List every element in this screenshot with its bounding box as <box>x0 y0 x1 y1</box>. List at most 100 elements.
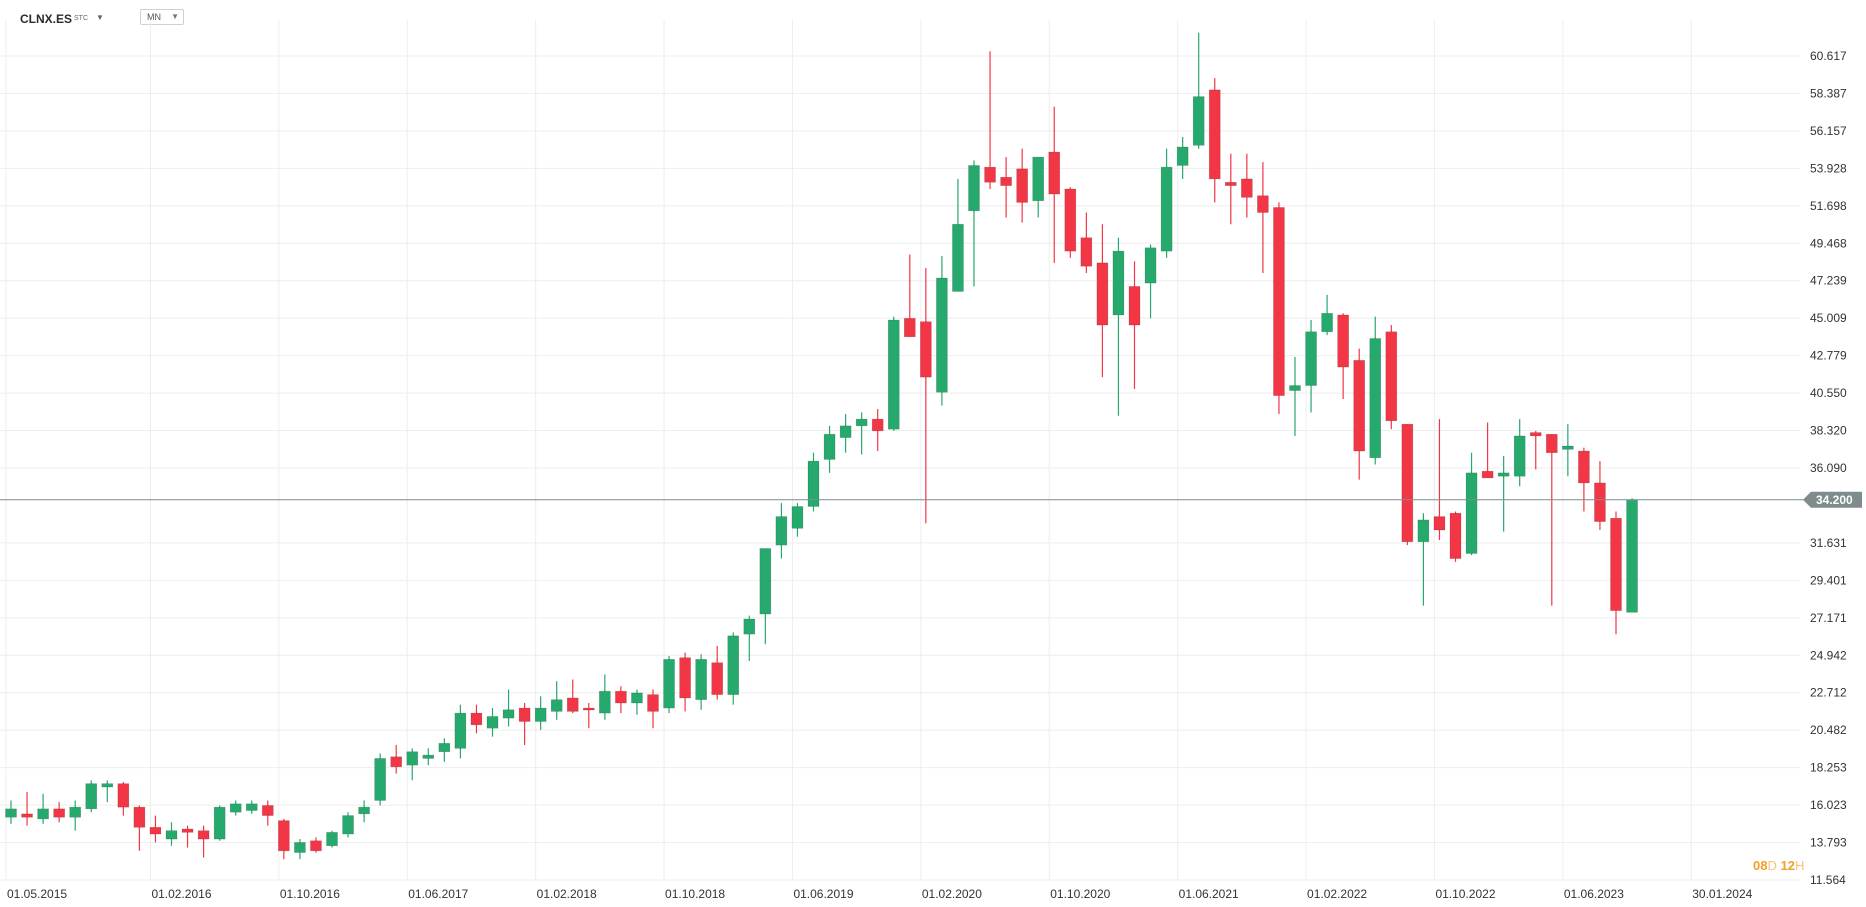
candle-up[interactable] <box>1144 244 1157 319</box>
candle-down[interactable] <box>149 815 162 843</box>
candle-up[interactable] <box>1305 320 1317 413</box>
candle-up[interactable] <box>1289 356 1301 436</box>
candle-up[interactable] <box>1192 32 1205 149</box>
candle-up[interactable] <box>1465 452 1478 556</box>
candle-up[interactable] <box>1626 498 1638 613</box>
symbol-label[interactable]: CLNX.ES <box>20 12 73 26</box>
candle-up[interactable] <box>502 689 515 727</box>
symbol-chevron-down-icon[interactable]: ▼ <box>96 13 104 22</box>
candle-down[interactable] <box>1481 422 1494 479</box>
candle-down[interactable] <box>1433 419 1446 541</box>
candle-down[interactable] <box>1208 78 1221 203</box>
candle-down[interactable] <box>1225 153 1237 225</box>
candle-down[interactable] <box>582 703 595 729</box>
candle-up[interactable] <box>1112 237 1125 416</box>
candle-up[interactable] <box>1497 456 1510 532</box>
candle-down[interactable] <box>53 802 65 823</box>
candle-down[interactable] <box>1578 447 1590 512</box>
candle-down[interactable] <box>920 267 932 524</box>
candle-up[interactable] <box>952 178 964 292</box>
candle-up[interactable] <box>936 256 948 406</box>
candle-down[interactable] <box>1610 511 1622 635</box>
candle-up[interactable] <box>326 830 338 848</box>
candle-up[interactable] <box>454 704 467 759</box>
candle-up[interactable] <box>695 654 707 710</box>
candle-up[interactable] <box>1513 419 1526 487</box>
candle-up[interactable] <box>406 748 419 781</box>
candle-down[interactable] <box>1529 430 1542 470</box>
candle-up[interactable] <box>839 414 852 453</box>
candle-up[interactable] <box>5 800 17 824</box>
candle-up[interactable] <box>759 548 772 645</box>
candle-down[interactable] <box>679 652 691 712</box>
candle-up[interactable] <box>807 452 820 512</box>
candle-up[interactable] <box>37 793 49 824</box>
candle-up[interactable] <box>213 805 226 841</box>
candle-down[interactable] <box>566 679 579 714</box>
candle-up[interactable] <box>358 800 370 823</box>
candle-down[interactable] <box>1385 325 1398 430</box>
candle-up[interactable] <box>1160 148 1173 258</box>
candle-down[interactable] <box>1080 212 1093 273</box>
candle-up[interactable] <box>823 425 836 473</box>
candle-down[interactable] <box>903 254 916 338</box>
candle-down[interactable] <box>1257 162 1269 273</box>
candle-down[interactable] <box>1594 461 1606 530</box>
candle-down[interactable] <box>1353 348 1365 480</box>
candle-up[interactable] <box>438 738 451 762</box>
candle-up[interactable] <box>245 800 258 814</box>
candle-up[interactable] <box>855 412 868 455</box>
candle-up[interactable] <box>743 615 756 662</box>
candle-down[interactable] <box>310 837 322 853</box>
candle-up[interactable] <box>1562 424 1574 477</box>
candle-down[interactable] <box>1546 433 1558 606</box>
candle-up[interactable] <box>294 839 306 860</box>
candle-down[interactable] <box>871 409 884 452</box>
candle-up[interactable] <box>229 800 242 816</box>
candle-down[interactable] <box>1128 261 1141 389</box>
candle-down[interactable] <box>1449 511 1462 562</box>
candle-up[interactable] <box>1032 156 1044 218</box>
candle-down[interactable] <box>470 704 483 734</box>
candle-up[interactable] <box>1417 513 1430 606</box>
candle-up[interactable] <box>599 674 611 720</box>
candle-up[interactable] <box>342 812 354 838</box>
candle-down[interactable] <box>181 825 194 848</box>
candle-up[interactable] <box>1321 294 1333 336</box>
candle-up[interactable] <box>727 632 740 705</box>
candle-down[interactable] <box>1241 153 1253 218</box>
candle-up[interactable] <box>887 316 900 431</box>
candle-up[interactable] <box>165 822 178 846</box>
interval-select[interactable]: MN ▼ <box>140 9 184 25</box>
candle-up[interactable] <box>791 503 804 537</box>
candle-up[interactable] <box>69 800 81 831</box>
candle-down[interactable] <box>133 805 146 851</box>
candle-up[interactable] <box>631 689 643 715</box>
candle-down[interactable] <box>1337 313 1349 399</box>
candle-down[interactable] <box>1000 157 1012 218</box>
candle-down[interactable] <box>711 645 724 700</box>
candle-up[interactable] <box>374 753 386 806</box>
candle-down[interactable] <box>518 703 531 746</box>
candle-down[interactable] <box>615 686 627 714</box>
candle-down[interactable] <box>1048 106 1061 263</box>
candle-down[interactable] <box>261 800 274 826</box>
candle-up[interactable] <box>968 160 980 287</box>
candle-down[interactable] <box>117 781 130 816</box>
candle-down[interactable] <box>984 51 996 189</box>
candle-up[interactable] <box>663 655 675 714</box>
candle-up[interactable] <box>85 780 98 813</box>
candle-down[interactable] <box>21 792 33 826</box>
candle-down[interactable] <box>1273 202 1285 415</box>
candle-down[interactable] <box>1064 187 1077 258</box>
candle-up[interactable] <box>1369 316 1382 465</box>
candle-up[interactable] <box>101 780 114 803</box>
candle-down[interactable] <box>1016 148 1028 223</box>
candle-up[interactable] <box>1176 136 1189 179</box>
candle-down[interactable] <box>390 745 403 774</box>
candle-down[interactable] <box>647 689 659 729</box>
candle-up[interactable] <box>534 696 547 730</box>
candle-down[interactable] <box>1401 423 1414 546</box>
candle-up[interactable] <box>550 681 563 720</box>
